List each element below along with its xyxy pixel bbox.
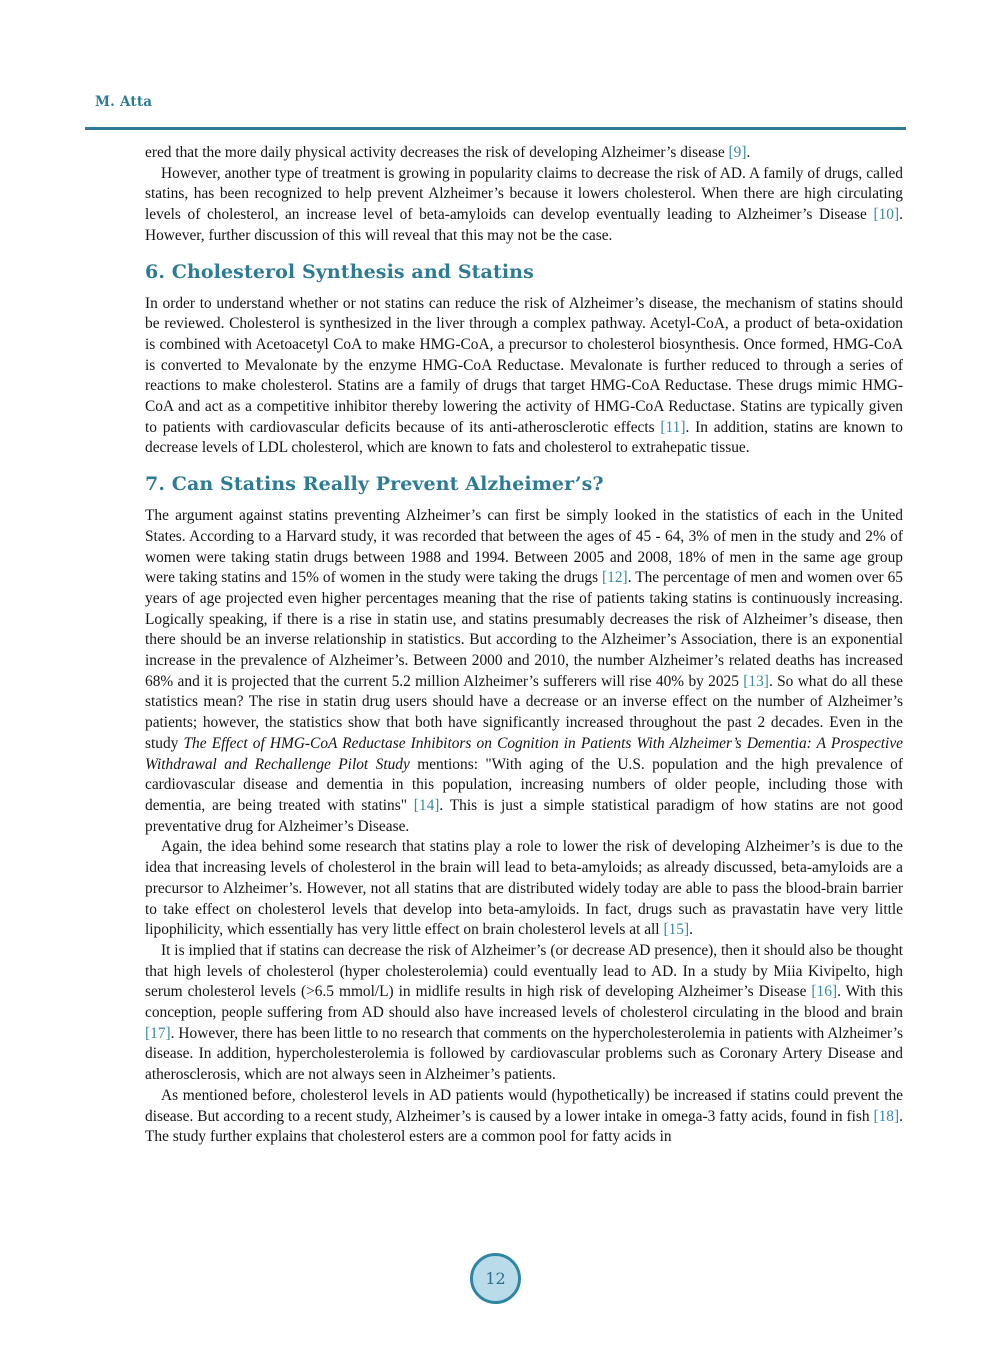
- text-run: . So what do all these statistics mean? …: [145, 672, 903, 752]
- text-run: ered that the more daily physical activi…: [145, 144, 729, 161]
- paragraph: Again, the idea behind some research tha…: [145, 837, 903, 941]
- citation-link[interactable]: [13]: [743, 672, 769, 690]
- paragraph: In order to understand whether or not st…: [145, 294, 903, 460]
- text-run: . The percentage of men and women over 6…: [145, 569, 903, 690]
- citation-link[interactable]: [14]: [413, 796, 440, 814]
- citation-link[interactable]: [11]: [660, 418, 686, 436]
- citation-link[interactable]: [18]: [873, 1107, 900, 1125]
- text-run: .: [689, 921, 693, 939]
- text-run: However, another type of treatment is gr…: [145, 164, 903, 224]
- text-run: . However, there has been little to no r…: [145, 1024, 903, 1084]
- text-run: . With this conception, people suffering…: [145, 983, 903, 1022]
- paragraph-continuation: ered that the more daily physical activi…: [145, 143, 903, 164]
- text-run: As mentioned before, cholesterol levels …: [145, 1086, 903, 1125]
- text-run: . However, further discussion of this wi…: [145, 206, 903, 244]
- citation-link[interactable]: [17]: [145, 1024, 171, 1042]
- paragraph: It is implied that if statins can decrea…: [145, 941, 903, 1086]
- citation-link[interactable]: [10]: [873, 206, 900, 224]
- text-run: mentions: "With aging of the U.S. popula…: [145, 755, 903, 814]
- study-title: The Effect of HMG-CoA Reductase Inhibito…: [145, 734, 903, 773]
- text-run: . The study further explains that choles…: [145, 1107, 903, 1146]
- text-run: The argument against statins preventing …: [145, 507, 903, 587]
- section-heading-6: 6. Cholesterol Synthesis and Statins: [145, 260, 534, 283]
- header-rule: [85, 127, 906, 130]
- page-number-badge: 12: [470, 1253, 521, 1304]
- section-heading-7: 7. Can Statins Really Prevent Alzheimer’…: [145, 473, 604, 496]
- paragraph: As mentioned before, cholesterol levels …: [145, 1086, 903, 1148]
- citation-link[interactable]: [15]: [663, 921, 690, 939]
- citation-link[interactable]: [9]: [728, 144, 747, 161]
- running-head-author: M. Atta: [95, 94, 153, 110]
- paragraph: The argument against statins preventing …: [145, 506, 903, 837]
- citation-link[interactable]: [12]: [602, 569, 628, 587]
- citation-link[interactable]: [16]: [811, 983, 838, 1001]
- text-run: . This is just a simple statistical para…: [145, 796, 904, 835]
- article-body: ered that the more daily physical activi…: [145, 143, 903, 1148]
- text-run: Again, the idea behind some research tha…: [145, 838, 903, 939]
- paragraph: However, another type of treatment is gr…: [145, 164, 903, 247]
- text-run: It is implied that if statins can decrea…: [145, 941, 903, 1001]
- text-run: .: [746, 144, 751, 161]
- text-run: . In addition, statins are known to decr…: [145, 418, 904, 457]
- text-run: In order to understand whether or not st…: [145, 294, 903, 436]
- page-number: 12: [485, 1269, 506, 1288]
